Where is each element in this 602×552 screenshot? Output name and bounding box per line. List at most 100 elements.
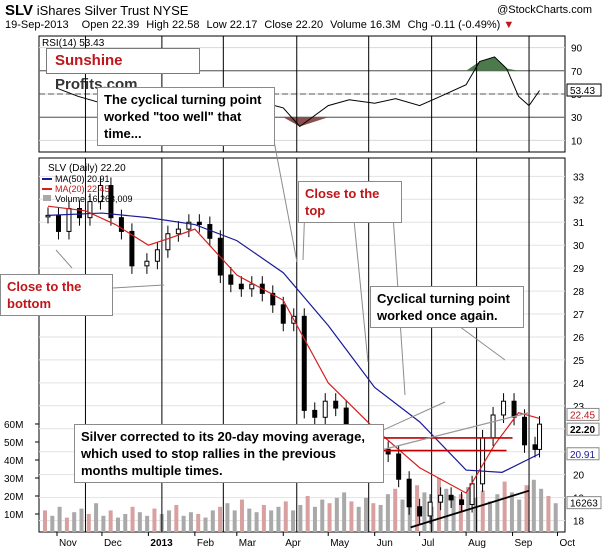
volume-bar [283, 501, 288, 532]
volume-bar [349, 501, 354, 532]
rsi-tick-label: 30 [571, 113, 583, 124]
candle-body [55, 214, 61, 232]
down-arrow-icon: ▼ [503, 19, 515, 31]
x-tick-label: Apr [285, 538, 301, 549]
volume-bar [393, 488, 398, 532]
sunshine-profits-logo: Sunshine Profits.com [46, 48, 200, 93]
price-tick-label: 32 [573, 195, 585, 206]
volume-bar [203, 517, 208, 532]
volume-bar [261, 504, 266, 532]
volume-bar [444, 488, 449, 532]
volume-bar [232, 510, 237, 532]
volume-bar [531, 479, 536, 532]
close-price-label: 22.20 [570, 425, 595, 436]
rsi-current-label: 53.43 [570, 86, 595, 97]
volume-tick-label: 20M [4, 492, 23, 503]
volume-bar [108, 510, 113, 532]
ma20-price-label: 22.45 [570, 410, 595, 421]
quote-date: 19-Sep-2013 [5, 19, 69, 31]
legend-volume-swatch [43, 195, 51, 201]
x-tick-label: Feb [197, 538, 215, 549]
candle-body [301, 315, 307, 411]
legend-slv: SLV (Daily) 22.20 [48, 163, 126, 174]
x-tick-label: Dec [104, 538, 122, 549]
candle-body [129, 230, 135, 267]
volume-tick-label: 40M [4, 456, 23, 467]
volume-bar [115, 517, 120, 532]
volume-bar [123, 513, 128, 532]
low-value: 22.17 [229, 19, 258, 31]
volume-tick-label: 10M [4, 510, 23, 521]
annotation-pointer [55, 249, 73, 269]
volume-bar [181, 515, 186, 532]
annotation-pointer [351, 199, 369, 363]
x-tick-label: Mar [239, 538, 257, 549]
volume-bar [130, 506, 135, 532]
open-value: 22.39 [111, 19, 140, 31]
volume-tick-label: 60M [4, 420, 23, 431]
candle-body [490, 414, 496, 439]
volume-bar [43, 510, 48, 532]
price-tick-label: 29 [573, 264, 585, 275]
annotation-pointer [112, 284, 165, 289]
volume-bar [364, 497, 369, 532]
volume-bar [458, 494, 463, 532]
x-tick-label: Nov [59, 538, 77, 549]
candle-body [118, 217, 124, 232]
quote-line: 19-Sep-2013 Open 22.39 High 22.58 Low 22… [5, 19, 515, 31]
candle-body [76, 207, 82, 219]
volume-bar [312, 506, 317, 532]
volume-bar [473, 497, 478, 532]
candle-body [448, 494, 454, 501]
close-price-label-box [566, 422, 600, 436]
x-tick-label: Jul [422, 538, 435, 549]
candle-body [459, 499, 465, 505]
security-name: iShares Silver Trust [36, 3, 150, 18]
candle-body [532, 444, 538, 450]
price-tick-label: 31 [573, 218, 585, 229]
volume-bar [145, 515, 150, 532]
candle-body [333, 400, 339, 409]
candle-body [228, 274, 234, 285]
high-value: 22.58 [171, 19, 200, 31]
candle-body [322, 400, 328, 418]
price-tick-label: 30 [573, 241, 585, 252]
volume-bar [539, 488, 544, 532]
watermark: @StockCharts.com [497, 4, 592, 16]
volume-bar [291, 510, 296, 532]
chart-header: SLV iShares Silver Trust NYSE [5, 2, 188, 19]
candle-body [154, 249, 160, 262]
volume-bar [79, 508, 84, 532]
volume-bar [320, 499, 325, 532]
volume-bar [86, 513, 91, 532]
volume-bar [94, 503, 99, 532]
volume-bar [546, 495, 551, 532]
candle-body [175, 228, 181, 235]
rsi-tick-label: 10 [571, 136, 583, 147]
volume-bar [524, 485, 529, 532]
ma50-line [47, 212, 540, 473]
legend-ma20: MA(20) 22.45 [55, 184, 110, 194]
candle-body [238, 283, 244, 290]
volume-bar [298, 504, 303, 532]
rsi-tick-label: 70 [571, 67, 583, 78]
candle-body [280, 304, 286, 324]
volume-bar [422, 492, 427, 532]
candle-body [108, 185, 114, 219]
candle-body [406, 478, 412, 508]
price-tick-label: 24 [573, 379, 585, 390]
volume-bar [488, 501, 493, 532]
annotation-silver-corrected: Silver corrected to its 20-day moving av… [74, 424, 384, 483]
legend-ma50: MA(50) 20.91 [55, 174, 110, 184]
volume-bar [327, 503, 332, 532]
candle-body [144, 260, 150, 267]
volume-bar [436, 477, 441, 532]
candle-body [511, 400, 517, 418]
candle-body [196, 221, 202, 226]
volume-bar [305, 495, 310, 532]
volume-bar [502, 481, 507, 532]
volume-bar [188, 512, 193, 532]
volume-bar [174, 504, 179, 532]
price-tick-label: 28 [573, 287, 585, 298]
volume-bar [64, 517, 69, 532]
